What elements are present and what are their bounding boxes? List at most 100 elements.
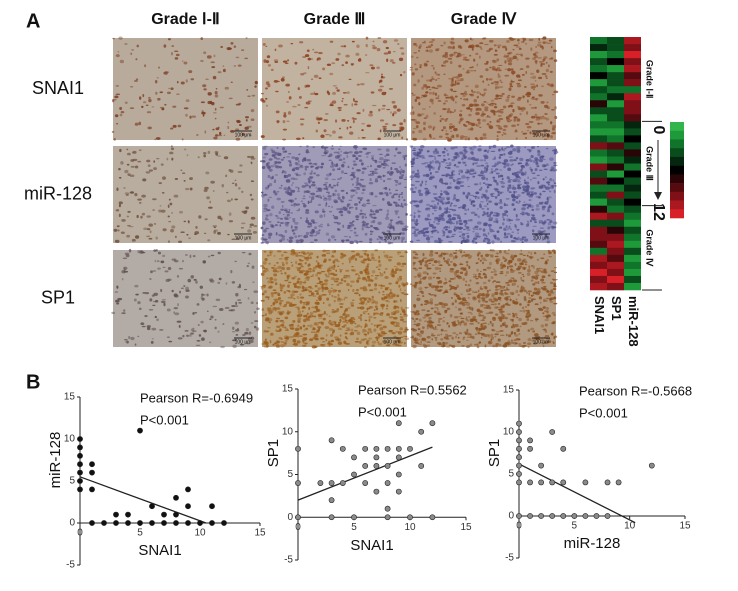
cell bbox=[461, 345, 465, 347]
cell bbox=[499, 291, 504, 296]
cell bbox=[465, 226, 470, 230]
cell bbox=[522, 185, 527, 189]
cell bbox=[364, 322, 367, 327]
cell bbox=[507, 105, 511, 108]
cell bbox=[469, 148, 475, 151]
cell bbox=[475, 52, 479, 55]
cell bbox=[498, 201, 503, 205]
cell bbox=[449, 164, 452, 166]
cell bbox=[287, 173, 291, 177]
cell bbox=[553, 59, 558, 63]
cell bbox=[469, 343, 473, 347]
cell bbox=[418, 210, 422, 213]
cell bbox=[337, 289, 342, 293]
cell bbox=[354, 151, 359, 155]
cell bbox=[428, 168, 431, 172]
cell bbox=[495, 172, 500, 175]
cell bbox=[244, 331, 249, 335]
cell bbox=[155, 91, 158, 95]
cell bbox=[277, 296, 281, 300]
cell bbox=[404, 225, 409, 229]
cell bbox=[421, 157, 426, 159]
cell bbox=[542, 190, 546, 193]
cell bbox=[438, 318, 443, 320]
heatmap-cell bbox=[624, 212, 641, 221]
cell bbox=[530, 168, 533, 172]
heatmap-cell bbox=[607, 65, 624, 73]
cell bbox=[318, 297, 322, 301]
cell bbox=[497, 296, 502, 301]
cell bbox=[301, 306, 306, 309]
cell bbox=[315, 166, 320, 169]
cell bbox=[553, 189, 556, 194]
cell bbox=[118, 36, 123, 40]
cell bbox=[472, 273, 477, 276]
cell bbox=[114, 95, 119, 99]
cell bbox=[345, 239, 350, 242]
cell bbox=[443, 252, 446, 256]
cell bbox=[469, 318, 474, 323]
cell bbox=[547, 222, 552, 226]
cell bbox=[414, 153, 418, 157]
cell bbox=[553, 90, 559, 94]
cell bbox=[393, 321, 397, 324]
cell bbox=[462, 254, 465, 257]
cell bbox=[364, 232, 368, 236]
cell bbox=[536, 165, 540, 168]
cell bbox=[483, 166, 487, 170]
cell bbox=[167, 204, 170, 209]
cell bbox=[446, 307, 451, 310]
cell bbox=[516, 106, 521, 108]
cell bbox=[440, 118, 444, 120]
cell bbox=[293, 202, 297, 206]
cell bbox=[494, 288, 499, 291]
cell bbox=[267, 64, 272, 67]
cell bbox=[355, 191, 358, 194]
cell bbox=[399, 73, 403, 77]
cell bbox=[264, 218, 270, 221]
cell bbox=[269, 212, 273, 217]
cell bbox=[274, 151, 280, 156]
cell bbox=[290, 295, 293, 298]
cell bbox=[530, 83, 535, 86]
cell bbox=[287, 296, 291, 299]
cell bbox=[462, 146, 468, 149]
cell bbox=[465, 222, 468, 225]
cell bbox=[137, 335, 140, 338]
cell bbox=[265, 217, 268, 219]
heatmap-cell bbox=[624, 114, 641, 122]
cell bbox=[305, 209, 310, 212]
cell bbox=[363, 252, 367, 255]
cell bbox=[540, 270, 546, 274]
cell bbox=[427, 189, 430, 191]
cell bbox=[351, 265, 354, 268]
cell bbox=[531, 96, 535, 99]
cell bbox=[281, 326, 287, 329]
cell bbox=[308, 285, 312, 289]
cell bbox=[183, 180, 186, 182]
cell bbox=[461, 54, 465, 56]
cell bbox=[449, 182, 452, 185]
cell bbox=[366, 301, 370, 303]
cell bbox=[402, 321, 407, 323]
cell bbox=[443, 155, 446, 157]
cell bbox=[391, 323, 395, 326]
cell bbox=[285, 261, 288, 265]
cell bbox=[226, 199, 231, 203]
cell bbox=[300, 73, 305, 76]
cell bbox=[482, 80, 485, 83]
cell bbox=[356, 279, 360, 283]
cell bbox=[550, 291, 555, 295]
cell bbox=[536, 288, 541, 292]
cell bbox=[281, 204, 284, 208]
cell bbox=[455, 249, 458, 252]
cell bbox=[454, 101, 457, 104]
cell bbox=[297, 235, 301, 238]
cell bbox=[498, 148, 501, 152]
cell bbox=[482, 272, 486, 276]
cell bbox=[484, 108, 489, 112]
cell bbox=[281, 171, 284, 174]
cell bbox=[155, 236, 158, 240]
cell bbox=[463, 322, 468, 326]
cell bbox=[155, 137, 161, 140]
